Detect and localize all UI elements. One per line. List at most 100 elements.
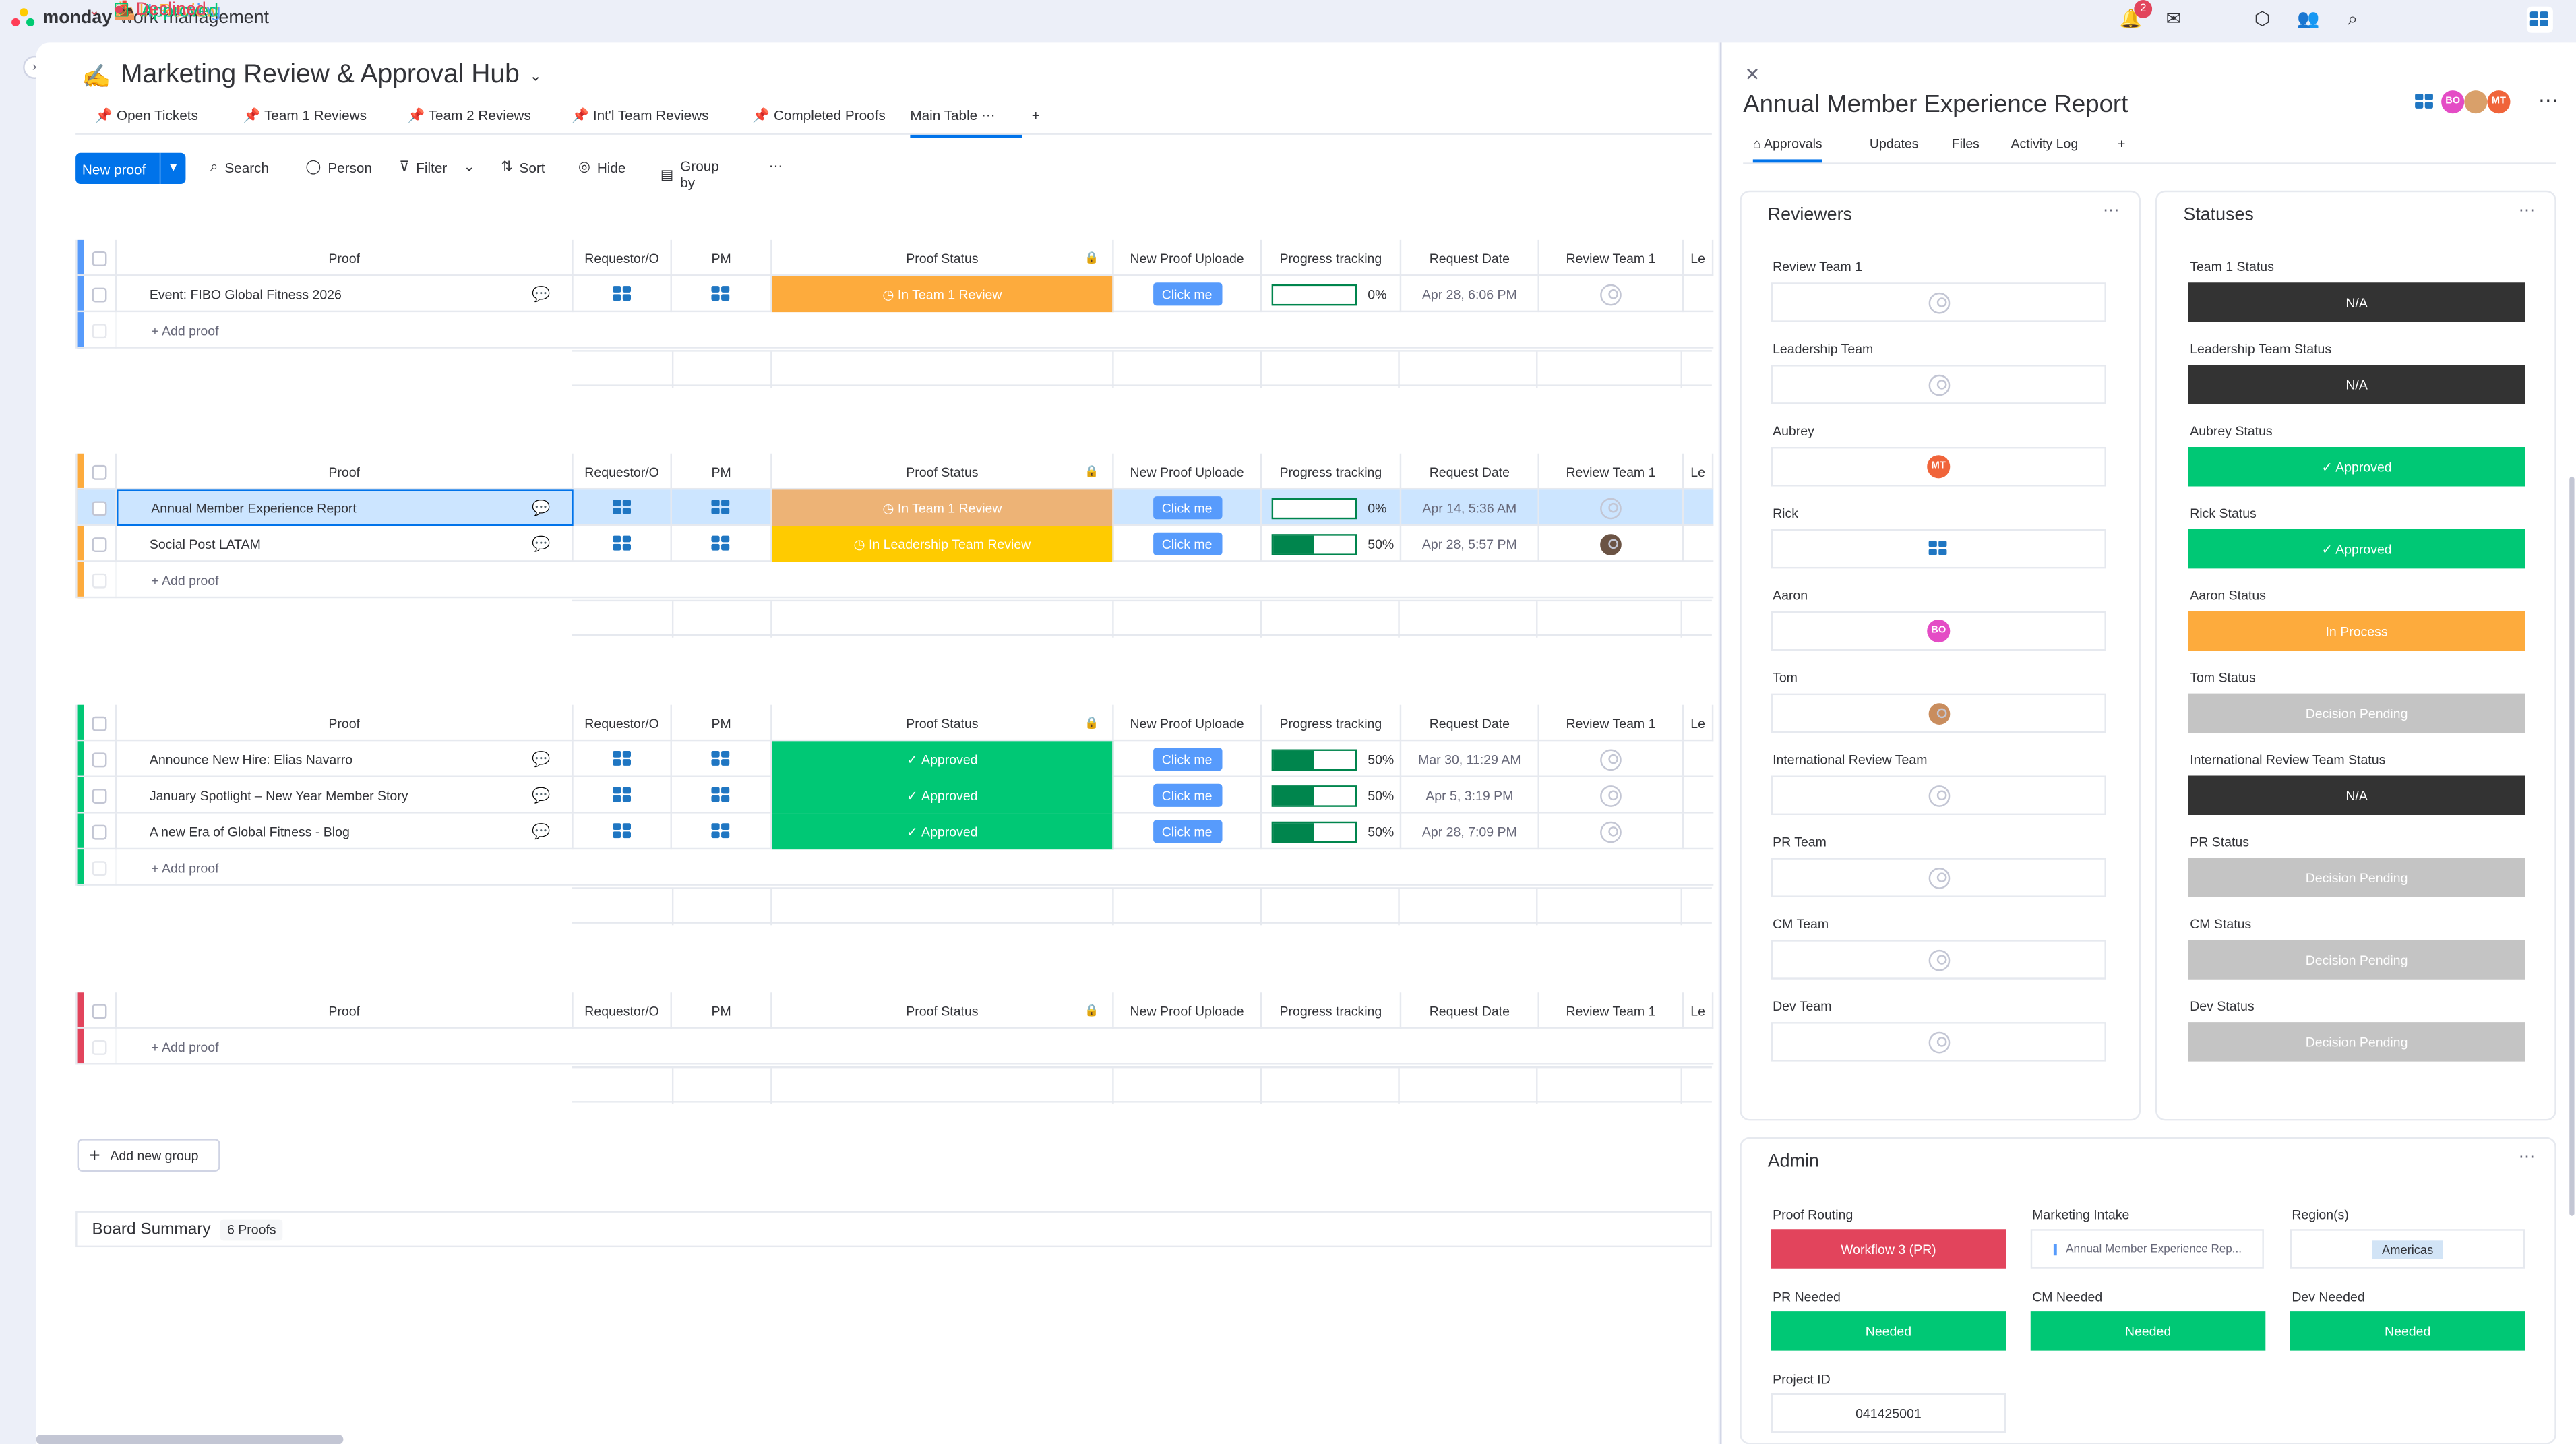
chevron-down-icon[interactable]: ⌄ [88,3,100,18]
add-update-icon[interactable]: 💬 [532,786,551,803]
group-header[interactable]: ⌄ 📥 Incoming [88,0,221,21]
column-header[interactable]: Request Date [1401,704,1539,742]
dev-needed-status[interactable]: Needed [2290,1311,2525,1351]
reviewer-field[interactable] [1771,940,2106,980]
add-new-group-button[interactable]: + Add new group [77,1139,220,1172]
tab-main-table[interactable]: Main Table ⋯ [910,107,1022,138]
tab-team2-reviews[interactable]: 📌 Team 2 Reviews [407,107,531,123]
add-proof-input[interactable]: + Add proof [151,860,219,875]
group-header[interactable]: ⌄ ● Declined [89,0,206,20]
column-header[interactable]: Review Team 1 [1539,453,1684,490]
reviewer-field[interactable]: BO [1771,611,2106,651]
column-header[interactable]: Le [1684,704,1714,742]
region-field[interactable]: Americas [2290,1229,2525,1269]
group-by-button[interactable]: ▤ Group by [660,158,719,191]
inbox-icon[interactable]: ✉ [2166,9,2182,30]
select-all-checkbox[interactable] [84,453,117,490]
add-proof-input[interactable]: + Add proof [151,1039,219,1054]
table-row[interactable]: January Spotlight – New Year Member Stor… [77,777,1714,814]
column-header[interactable]: Requestor/O [574,704,672,742]
row-checkbox[interactable] [84,813,117,850]
column-header[interactable]: Progress tracking [1262,453,1402,490]
pm-cell[interactable] [672,813,772,850]
column-header[interactable]: New Proof Uploade [1114,704,1262,742]
search-icon[interactable]: ⌕ [2347,9,2358,30]
more-options-icon[interactable]: ⋯ [2538,88,2558,112]
reviewer-field[interactable] [1771,775,2106,815]
chevron-down-icon[interactable]: ⌄ [88,3,100,18]
select-all-checkbox[interactable] [84,239,117,276]
reviewer-field[interactable] [1771,858,2106,897]
column-header[interactable]: Requestor/O [574,239,672,276]
panel-title[interactable]: Annual Member Experience Report [1743,90,2128,119]
add-view-button[interactable]: + [1031,107,1040,123]
sort-button[interactable]: ⇅ Sort [501,158,545,175]
status-value[interactable]: N/A [2188,775,2525,815]
chevron-down-icon[interactable]: ⌄ [88,3,100,18]
request-date-cell[interactable]: Apr 28, 6:06 PM [1401,276,1539,313]
column-header[interactable]: New Proof Uploade [1114,992,1262,1029]
request-date-cell[interactable]: Mar 30, 11:29 AM [1401,741,1539,777]
select-all-checkbox[interactable] [84,992,117,1029]
column-header[interactable]: New Proof Uploade [1114,239,1262,276]
cm-needed-status[interactable]: Needed [2030,1311,2266,1351]
review-team-cell[interactable] [1539,276,1684,313]
table-row[interactable]: Annual Member Experience Report 💬 ◷ In Tea… [77,489,1714,526]
request-date-cell[interactable]: Apr 28, 5:57 PM [1401,526,1539,562]
chevron-down-icon[interactable]: ⌄ [529,66,542,84]
select-all-checkbox[interactable] [84,704,117,742]
reviewer-field[interactable] [1771,693,2106,733]
column-header[interactable]: Review Team 1 [1539,239,1684,276]
apps-icon[interactable]: ⬡ [2254,9,2271,30]
requestor-cell[interactable] [574,489,672,526]
status-value[interactable]: Decision Pending [2188,940,2525,980]
tab-open-tickets[interactable]: 📌 Open Tickets [95,107,198,123]
app-logo[interactable]: monday work management [11,8,269,28]
column-header[interactable]: Proof Status 🔒 [772,704,1114,742]
review-team-cell[interactable] [1539,777,1684,814]
proof-status-cell[interactable]: ◷ In Team 1 Review [772,276,1114,313]
review-team-cell[interactable] [1539,813,1684,850]
group-title[interactable]: Declined [135,0,206,20]
review-team-cell[interactable] [1539,526,1684,562]
tab-updates[interactable]: Updates [1869,136,1919,152]
column-header[interactable]: Le [1684,239,1714,276]
chevron-down-icon[interactable]: ⌄ [88,2,100,18]
status-value[interactable]: Decision Pending [2188,1022,2525,1062]
add-update-icon[interactable]: 💬 [532,284,551,302]
column-header[interactable]: PM [672,704,772,742]
proof-status-cell[interactable]: ✓ Approved [772,777,1114,814]
proof-name-cell[interactable]: Social Post LATAM 💬 [117,526,574,562]
column-header[interactable]: Proof [117,704,574,742]
tab-completed-proofs[interactable]: 📌 Completed Proofs [752,107,886,123]
proof-routing-status[interactable]: Workflow 3 (PR) [1771,1229,2006,1269]
add-update-icon[interactable]: 💬 [532,822,551,839]
requestor-cell[interactable] [574,777,672,814]
user-avatar[interactable] [2526,6,2553,33]
person-filter-button[interactable]: ◯ Person [305,158,372,175]
status-value[interactable]: Decision Pending [2188,858,2525,897]
add-update-icon[interactable]: 💬 [532,750,551,767]
add-proof-row[interactable]: + Add proof [77,312,1714,349]
column-header[interactable]: Proof Status 🔒 [772,239,1114,276]
click-me-button[interactable]: Click me [1152,496,1222,520]
new-proof-upload-cell[interactable]: Click me [1114,526,1262,562]
pr-needed-status[interactable]: Needed [1771,1311,2006,1351]
tab-files[interactable]: Files [1951,136,1980,152]
column-header[interactable]: PM [672,239,772,276]
filter-button[interactable]: ⊽ Filter ⌄ [399,158,476,175]
tab-team1-reviews[interactable]: 📌 Team 1 Reviews [243,107,367,123]
column-header[interactable]: Request Date [1401,239,1539,276]
requestor-cell[interactable] [574,276,672,313]
column-header[interactable]: Progress tracking [1262,239,1402,276]
table-row[interactable]: Event: FIBO Global Fitness 2026 💬 ◷ In Tea… [77,276,1714,313]
reviewer-field[interactable] [1771,365,2106,404]
more-options-icon[interactable]: ⋯ [2103,202,2120,220]
add-update-icon[interactable]: 💬 [532,498,551,516]
new-proof-upload-cell[interactable]: Click me [1114,489,1262,526]
column-header[interactable]: Proof Status 🔒 [772,453,1114,490]
group-title[interactable]: In Review [139,1,218,21]
column-header[interactable]: Proof [117,992,574,1029]
table-row[interactable]: A new Era of Global Fitness - Blog 💬 ✓ App… [77,813,1714,850]
column-header[interactable]: Requestor/O [574,453,672,490]
